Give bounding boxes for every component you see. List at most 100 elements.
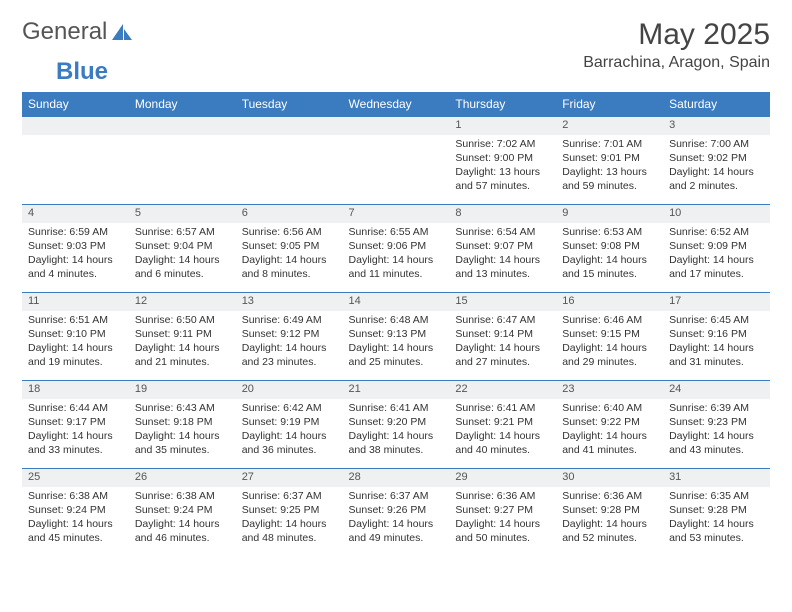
- weekday-header-row: SundayMondayTuesdayWednesdayThursdayFrid…: [22, 92, 770, 117]
- daylight-line: Daylight: 14 hours and 48 minutes.: [242, 517, 337, 545]
- sunrise-line: Sunrise: 6:59 AM: [28, 225, 123, 239]
- day-number-cell: 13: [236, 293, 343, 311]
- day-number-cell: 4: [22, 205, 129, 223]
- sunset-line: Sunset: 9:25 PM: [242, 503, 337, 517]
- sunrise-line: Sunrise: 6:38 AM: [135, 489, 230, 503]
- day-body-cell: Sunrise: 6:35 AMSunset: 9:28 PMDaylight:…: [663, 487, 770, 557]
- sunrise-line: Sunrise: 6:36 AM: [562, 489, 657, 503]
- day-body-cell: [343, 135, 450, 205]
- day-number-cell: 8: [449, 205, 556, 223]
- sunrise-line: Sunrise: 6:48 AM: [349, 313, 444, 327]
- day-number-row: 123: [22, 117, 770, 135]
- sunrise-line: Sunrise: 6:42 AM: [242, 401, 337, 415]
- daylight-line: Daylight: 14 hours and 52 minutes.: [562, 517, 657, 545]
- sunset-line: Sunset: 9:28 PM: [562, 503, 657, 517]
- day-body-cell: Sunrise: 6:47 AMSunset: 9:14 PMDaylight:…: [449, 311, 556, 381]
- daylight-line: Daylight: 13 hours and 59 minutes.: [562, 165, 657, 193]
- day-body-cell: Sunrise: 6:46 AMSunset: 9:15 PMDaylight:…: [556, 311, 663, 381]
- day-number-row: 45678910: [22, 205, 770, 223]
- daylight-line: Daylight: 14 hours and 2 minutes.: [669, 165, 764, 193]
- month-title: May 2025: [583, 18, 770, 52]
- weekday-header: Tuesday: [236, 92, 343, 117]
- day-body-row: Sunrise: 6:38 AMSunset: 9:24 PMDaylight:…: [22, 487, 770, 557]
- day-body-cell: [129, 135, 236, 205]
- day-number-cell: 7: [343, 205, 450, 223]
- daylight-line: Daylight: 14 hours and 21 minutes.: [135, 341, 230, 369]
- day-body-cell: Sunrise: 7:02 AMSunset: 9:00 PMDaylight:…: [449, 135, 556, 205]
- sunrise-line: Sunrise: 6:37 AM: [242, 489, 337, 503]
- sunset-line: Sunset: 9:28 PM: [669, 503, 764, 517]
- day-body-cell: Sunrise: 6:49 AMSunset: 9:12 PMDaylight:…: [236, 311, 343, 381]
- sunrise-line: Sunrise: 6:55 AM: [349, 225, 444, 239]
- weekday-header: Thursday: [449, 92, 556, 117]
- sunset-line: Sunset: 9:06 PM: [349, 239, 444, 253]
- daylight-line: Daylight: 14 hours and 31 minutes.: [669, 341, 764, 369]
- sunrise-line: Sunrise: 6:53 AM: [562, 225, 657, 239]
- daylight-line: Daylight: 14 hours and 6 minutes.: [135, 253, 230, 281]
- day-body-cell: Sunrise: 6:39 AMSunset: 9:23 PMDaylight:…: [663, 399, 770, 469]
- day-body-cell: Sunrise: 6:37 AMSunset: 9:25 PMDaylight:…: [236, 487, 343, 557]
- day-number-cell: 1: [449, 117, 556, 135]
- day-number-cell: 10: [663, 205, 770, 223]
- sunrise-line: Sunrise: 6:54 AM: [455, 225, 550, 239]
- day-number-cell: 5: [129, 205, 236, 223]
- weekday-header: Friday: [556, 92, 663, 117]
- sunrise-line: Sunrise: 7:01 AM: [562, 137, 657, 151]
- day-body-row: Sunrise: 6:51 AMSunset: 9:10 PMDaylight:…: [22, 311, 770, 381]
- day-number-row: 25262728293031: [22, 469, 770, 487]
- day-body-cell: Sunrise: 6:38 AMSunset: 9:24 PMDaylight:…: [22, 487, 129, 557]
- sunrise-line: Sunrise: 6:36 AM: [455, 489, 550, 503]
- day-number-cell: 24: [663, 381, 770, 399]
- day-number-cell: 22: [449, 381, 556, 399]
- day-body-cell: Sunrise: 7:01 AMSunset: 9:01 PMDaylight:…: [556, 135, 663, 205]
- daylight-line: Daylight: 14 hours and 43 minutes.: [669, 429, 764, 457]
- day-body-cell: [236, 135, 343, 205]
- sunset-line: Sunset: 9:05 PM: [242, 239, 337, 253]
- day-body-cell: Sunrise: 6:54 AMSunset: 9:07 PMDaylight:…: [449, 223, 556, 293]
- day-body-cell: Sunrise: 6:50 AMSunset: 9:11 PMDaylight:…: [129, 311, 236, 381]
- day-number-cell: 27: [236, 469, 343, 487]
- sunset-line: Sunset: 9:04 PM: [135, 239, 230, 253]
- logo-part2: Blue: [56, 58, 792, 86]
- sunset-line: Sunset: 9:17 PM: [28, 415, 123, 429]
- sunset-line: Sunset: 9:01 PM: [562, 151, 657, 165]
- day-number-cell: 15: [449, 293, 556, 311]
- day-body-cell: Sunrise: 6:36 AMSunset: 9:28 PMDaylight:…: [556, 487, 663, 557]
- daylight-line: Daylight: 14 hours and 50 minutes.: [455, 517, 550, 545]
- daylight-line: Daylight: 14 hours and 27 minutes.: [455, 341, 550, 369]
- calendar-table: SundayMondayTuesdayWednesdayThursdayFrid…: [22, 92, 770, 557]
- weekday-header: Saturday: [663, 92, 770, 117]
- day-number-cell: 17: [663, 293, 770, 311]
- sunrise-line: Sunrise: 6:38 AM: [28, 489, 123, 503]
- sunrise-line: Sunrise: 6:57 AM: [135, 225, 230, 239]
- sunset-line: Sunset: 9:09 PM: [669, 239, 764, 253]
- day-body-cell: Sunrise: 6:53 AMSunset: 9:08 PMDaylight:…: [556, 223, 663, 293]
- sunrise-line: Sunrise: 6:47 AM: [455, 313, 550, 327]
- daylight-line: Daylight: 14 hours and 40 minutes.: [455, 429, 550, 457]
- sunset-line: Sunset: 9:07 PM: [455, 239, 550, 253]
- daylight-line: Daylight: 14 hours and 29 minutes.: [562, 341, 657, 369]
- sunset-line: Sunset: 9:14 PM: [455, 327, 550, 341]
- daylight-line: Daylight: 13 hours and 57 minutes.: [455, 165, 550, 193]
- day-number-cell: 29: [449, 469, 556, 487]
- sunset-line: Sunset: 9:11 PM: [135, 327, 230, 341]
- sunset-line: Sunset: 9:22 PM: [562, 415, 657, 429]
- day-body-cell: Sunrise: 6:43 AMSunset: 9:18 PMDaylight:…: [129, 399, 236, 469]
- day-number-cell: 11: [22, 293, 129, 311]
- sunset-line: Sunset: 9:20 PM: [349, 415, 444, 429]
- daylight-line: Daylight: 14 hours and 35 minutes.: [135, 429, 230, 457]
- sunset-line: Sunset: 9:24 PM: [28, 503, 123, 517]
- sunset-line: Sunset: 9:08 PM: [562, 239, 657, 253]
- day-body-cell: Sunrise: 6:55 AMSunset: 9:06 PMDaylight:…: [343, 223, 450, 293]
- daylight-line: Daylight: 14 hours and 8 minutes.: [242, 253, 337, 281]
- sunrise-line: Sunrise: 6:50 AM: [135, 313, 230, 327]
- day-number-cell: [22, 117, 129, 135]
- sunrise-line: Sunrise: 6:39 AM: [669, 401, 764, 415]
- sunrise-line: Sunrise: 6:45 AM: [669, 313, 764, 327]
- day-number-cell: [343, 117, 450, 135]
- day-number-cell: 23: [556, 381, 663, 399]
- day-number-cell: [129, 117, 236, 135]
- sunset-line: Sunset: 9:23 PM: [669, 415, 764, 429]
- sunset-line: Sunset: 9:03 PM: [28, 239, 123, 253]
- day-number-cell: 31: [663, 469, 770, 487]
